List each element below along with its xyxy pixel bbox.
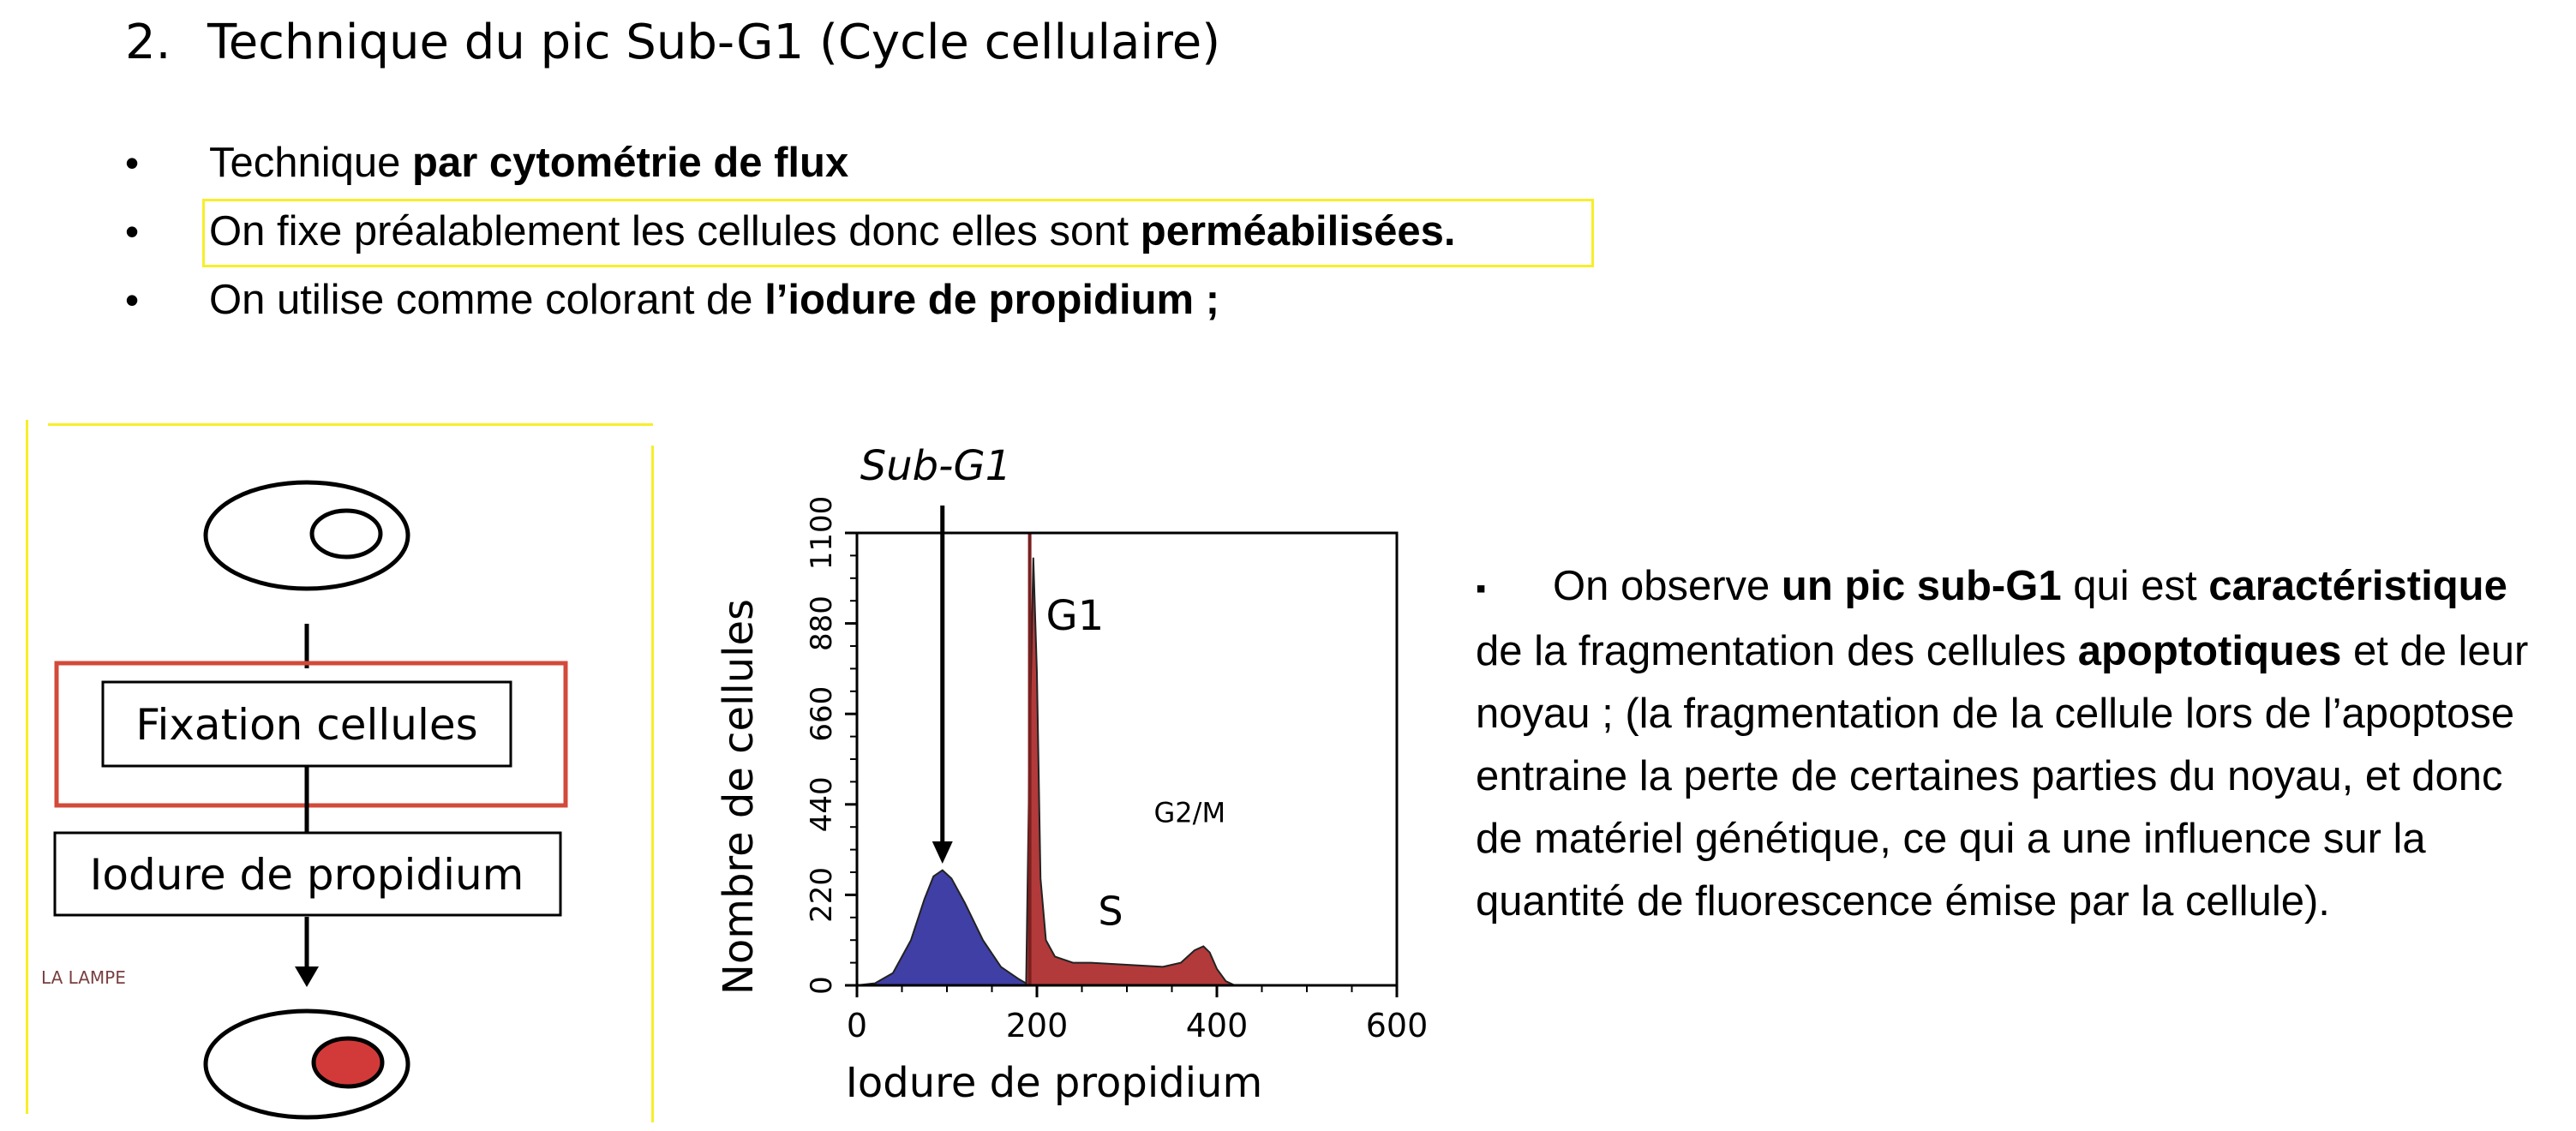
- chart-title: Sub-G1: [860, 442, 1011, 490]
- para-text: qui est: [2061, 563, 2209, 609]
- annotation-g2m: G2/M: [1154, 797, 1226, 829]
- bullet-text: On utilise comme colorant de: [209, 277, 765, 323]
- x-tick-label: 600: [1366, 1007, 1429, 1044]
- highlight-frame-top: [48, 423, 653, 426]
- series-area-sub-g1: [856, 869, 1033, 986]
- para-bold: caractéristique: [2208, 563, 2507, 609]
- bullet-bold-text: l’iodure de propidium ;: [764, 277, 1220, 323]
- series-area-g1: [1025, 557, 1236, 986]
- y-axis-label: Nombre de cellules: [715, 599, 763, 995]
- x-tick-label: 200: [1006, 1007, 1069, 1044]
- para-text: On observe: [1553, 563, 1782, 609]
- annotation-s: S: [1098, 889, 1123, 935]
- square-bullet-icon: ▪: [1476, 571, 1487, 605]
- section-number: 2.: [125, 15, 171, 70]
- y-tick-label: 440: [805, 776, 839, 832]
- histogram-chart: Sub-G1 Iodure de propidium Nombre de cel…: [715, 442, 1429, 1107]
- bullet-list: Technique par cytométrie de flux On fixe…: [125, 129, 1455, 334]
- cell-outline-bottom: [203, 1008, 410, 1120]
- bullet-item: On utilise comme colorant de l’iodure de…: [125, 266, 1455, 334]
- nucleus-unstained: [309, 508, 383, 560]
- x-tick-label: 0: [847, 1007, 867, 1044]
- cell-outline-top: [203, 480, 410, 591]
- para-bold: apoptotiques: [2077, 627, 2342, 674]
- y-tick-label: 880: [805, 595, 839, 651]
- x-axis-label: Iodure de propidium: [846, 1059, 1262, 1107]
- bullet-text: Technique: [209, 140, 413, 186]
- bullet-item: On fixe préalablement les cellules donc …: [125, 197, 1455, 266]
- watermark: LA LAMPE: [41, 967, 126, 988]
- bullet-bold-text: perméabilisées.: [1140, 208, 1456, 254]
- observation-paragraph: ▪ On observe un pic sub-G1 qui est caract…: [1476, 555, 2555, 933]
- step-fixation-label: Fixation cellules: [135, 700, 477, 750]
- bullet-text: On fixe préalablement les cellules donc …: [209, 208, 1141, 254]
- section-title: Technique du pic Sub-G1 (Cycle cellulair…: [207, 15, 1221, 70]
- arrow-head: [295, 966, 319, 987]
- section-heading: 2. Technique du pic Sub-G1 (Cycle cellula…: [125, 9, 1220, 77]
- y-tick-label: 1100: [805, 496, 839, 571]
- para-bold: un pic sub-G1: [1781, 563, 2062, 609]
- bullet-item: Technique par cytométrie de flux: [125, 129, 1455, 197]
- step-box-stain: [53, 831, 562, 917]
- step-box-fixation: [101, 680, 512, 768]
- y-tick-label: 220: [805, 867, 839, 923]
- highlight-frame-left: [26, 420, 28, 1114]
- annotation-g1: G1: [1046, 592, 1105, 640]
- y-tick-label: 0: [805, 976, 839, 995]
- red-frame: [54, 661, 568, 808]
- para-text: et de leur noyau ; (la fragmentation de …: [1476, 627, 2529, 925]
- bullet-bold-text: par cytométrie de flux: [412, 140, 849, 186]
- x-tick-label: 400: [1186, 1007, 1249, 1044]
- nucleus-stained: [311, 1036, 385, 1089]
- protocol-diagram: Fixation cellules Iodure de propidium LA…: [41, 480, 568, 1120]
- highlight-frame-right: [651, 446, 654, 1122]
- step-stain-label: Iodure de propidium: [90, 850, 524, 900]
- y-tick-label: 660: [805, 686, 839, 742]
- para-text: de la fragmentation des cellules: [1476, 627, 2078, 674]
- subg1-arrow-head: [932, 841, 953, 864]
